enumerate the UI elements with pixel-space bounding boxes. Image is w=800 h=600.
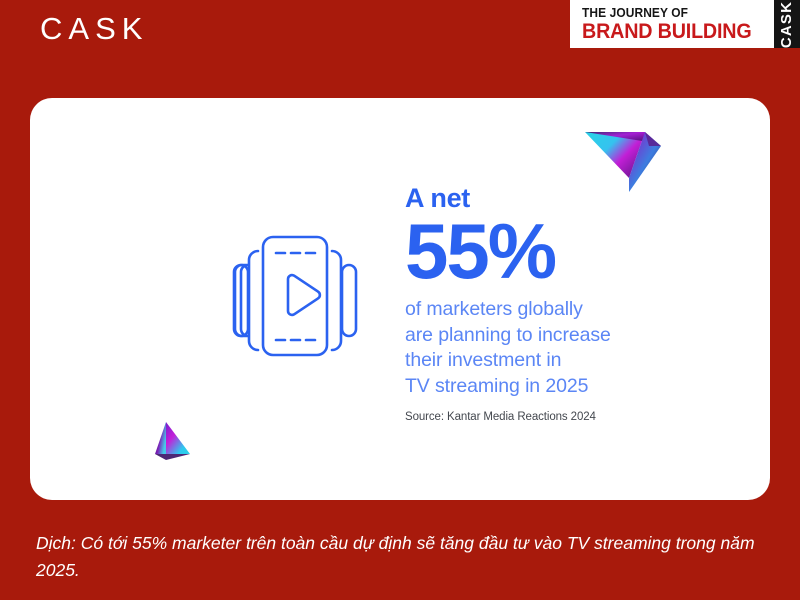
stat-description-line: TV streaming in 2025: [405, 374, 589, 397]
stat-block: A net 55% of marketers globally are plan…: [405, 183, 735, 424]
stat-description-line: of marketers globally: [405, 298, 583, 320]
badge-side-label-cask: CASK: [778, 0, 796, 48]
stat-eyebrow: A net: [405, 183, 470, 213]
tv-streaming-icon: [232, 235, 358, 357]
gradient-prism-large-icon: [585, 132, 661, 192]
top-bar: CASK THE JOURNEY OF BRAND BUILDING CASK: [0, 0, 800, 70]
stat-value: 55%: [405, 207, 557, 295]
vietnamese-caption: Dịch: Có tới 55% marketer trên toàn cầu …: [36, 533, 755, 580]
gradient-prism-small-icon: [155, 422, 190, 460]
stat-source-note: Source: Kantar Media Reactions 2024: [405, 411, 596, 423]
stat-description-line: are planning to increase: [405, 323, 611, 346]
stat-description-line: their investment in: [405, 349, 562, 371]
stat-description: of marketers globally are planning to in…: [405, 297, 735, 399]
badge-line-brand-building: BRAND BUILDING: [581, 19, 752, 43]
journey-of-brand-building-badge: THE JOURNEY OF BRAND BUILDING CASK: [569, 0, 800, 48]
badge-line-the-journey-of: THE JOURNEY OF: [581, 4, 688, 20]
badge-text-box: THE JOURNEY OF BRAND BUILDING: [569, 0, 774, 48]
cask-logo: CASK: [40, 11, 149, 46]
infographic-card: A net 55% of marketers globally are plan…: [30, 98, 770, 500]
badge-side-strip: CASK: [774, 0, 800, 48]
